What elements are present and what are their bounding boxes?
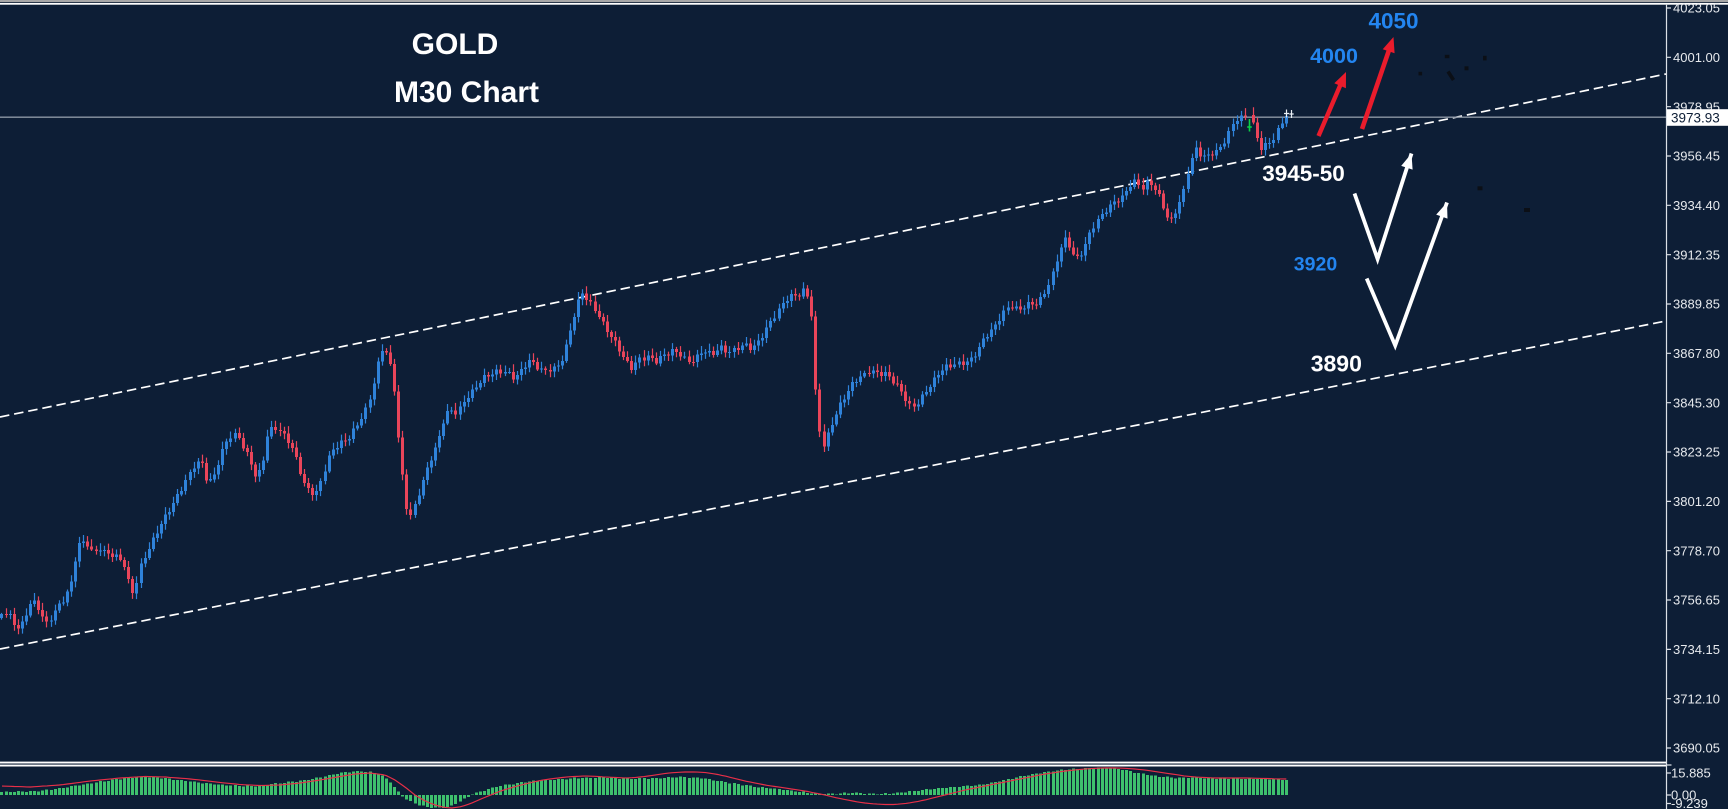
svg-text:4001.00: 4001.00 [1673,50,1720,65]
svg-text:-9.239: -9.239 [1671,796,1708,809]
svg-text:15.885: 15.885 [1671,766,1711,781]
svg-text:4023.05: 4023.05 [1673,1,1720,16]
svg-text:3801.20: 3801.20 [1673,494,1720,509]
svg-text:3945-50: 3945-50 [1262,161,1345,186]
svg-text:4050: 4050 [1368,9,1418,34]
svg-text:GOLD: GOLD [412,28,499,61]
svg-text:3890: 3890 [1311,351,1362,377]
svg-text:3690.05: 3690.05 [1673,741,1720,756]
svg-text:3889.85: 3889.85 [1673,297,1720,312]
svg-text:4000: 4000 [1310,44,1358,68]
svg-text:3956.45: 3956.45 [1673,149,1720,164]
svg-text:3973.93: 3973.93 [1671,110,1720,125]
svg-text:3920: 3920 [1294,254,1338,276]
svg-text:3912.35: 3912.35 [1673,247,1720,262]
svg-text:3845.30: 3845.30 [1673,395,1720,410]
svg-text:M30 Chart: M30 Chart [394,76,539,109]
svg-text:0.00: 0.00 [1671,788,1696,803]
svg-text:3778.70: 3778.70 [1673,543,1720,558]
svg-text:3712.10: 3712.10 [1673,691,1720,706]
svg-text:3867.80: 3867.80 [1673,346,1720,361]
svg-text:3756.65: 3756.65 [1673,593,1720,608]
svg-text:3823.25: 3823.25 [1673,445,1720,460]
svg-text:3734.15: 3734.15 [1673,642,1720,657]
svg-text:3934.40: 3934.40 [1673,198,1720,213]
